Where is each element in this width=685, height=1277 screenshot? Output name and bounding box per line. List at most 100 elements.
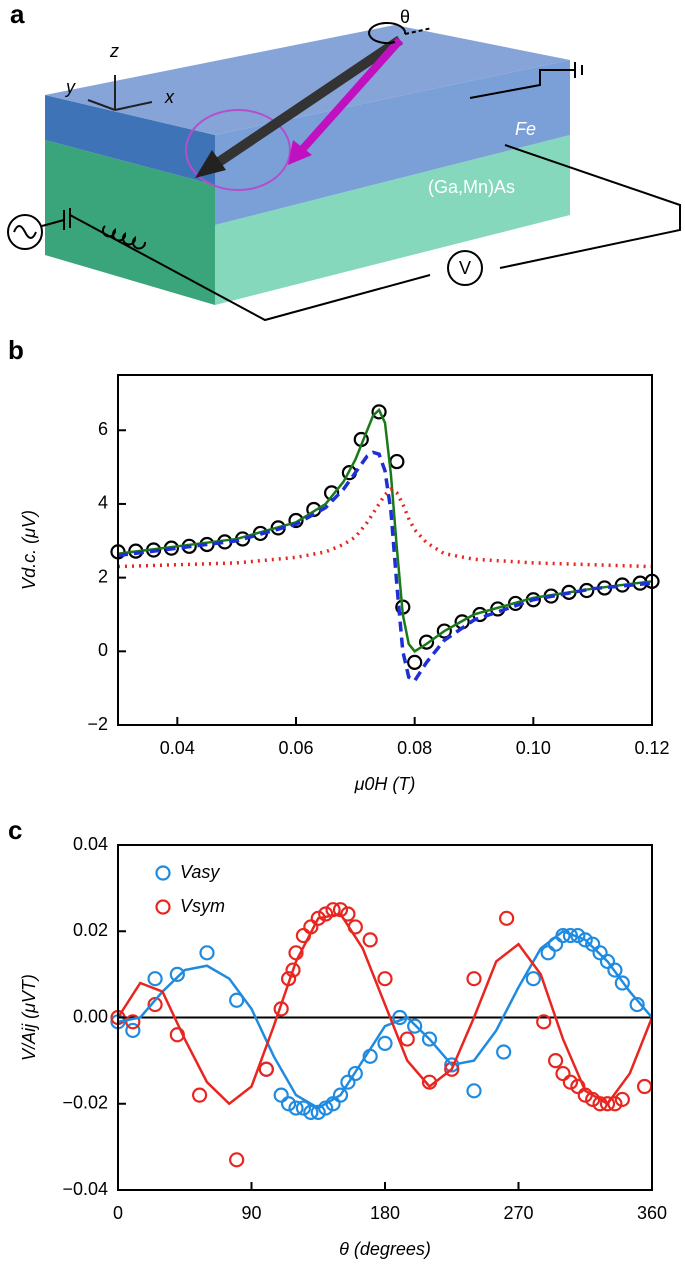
- wire: [41, 219, 65, 227]
- x-axis-label: θ (degrees): [339, 1239, 431, 1259]
- data-point: [536, 1014, 552, 1030]
- data-point: [125, 1022, 141, 1039]
- legend-marker: [155, 865, 171, 881]
- magnetization: [207, 35, 403, 173]
- x-tick-label: 90: [241, 1203, 261, 1223]
- ac-symbol: [13, 225, 37, 239]
- panel-label: c: [8, 815, 22, 845]
- arrow-head: [288, 140, 312, 165]
- data-point: [599, 1096, 616, 1112]
- data-point: [229, 992, 245, 1008]
- data-point: [310, 1104, 326, 1120]
- data-point: [592, 945, 608, 961]
- axis-label: x: [164, 87, 175, 107]
- left-face-fe: [45, 95, 215, 185]
- theta-arc: [368, 22, 407, 44]
- panel-label: a: [10, 0, 25, 29]
- data-point: [169, 966, 185, 982]
- axis-x: [114, 101, 153, 111]
- y-tick-label: −2: [87, 714, 108, 734]
- data-point: [340, 1074, 356, 1090]
- data-point: [466, 1083, 482, 1099]
- data-point: [273, 1087, 289, 1103]
- data-point: [577, 932, 593, 948]
- data-point: [377, 971, 393, 987]
- data-point: [389, 453, 405, 470]
- data-point: [499, 910, 515, 926]
- data-point: [466, 971, 482, 987]
- x-tick-label: 0.08: [397, 738, 432, 758]
- y-tick-label: −0.02: [62, 1093, 108, 1113]
- arrow-head: [195, 150, 226, 178]
- data-point: [280, 1096, 297, 1112]
- data-point: [585, 936, 601, 952]
- legend-label: Vsym: [180, 896, 225, 916]
- data-point: [525, 971, 541, 987]
- axis-label: z: [109, 41, 119, 61]
- data-point: [555, 1065, 571, 1082]
- data-line: [117, 487, 653, 569]
- wire: [69, 214, 431, 322]
- precession: [185, 109, 291, 191]
- data-point: [285, 962, 301, 978]
- front-face-fe: [215, 60, 570, 225]
- data-line: [116, 912, 654, 1106]
- plot-frame: [117, 374, 653, 726]
- data-point: [607, 962, 623, 978]
- data-point: [147, 971, 163, 987]
- data-point: [258, 1061, 274, 1077]
- data-point: [496, 1044, 512, 1060]
- y-axis-label: V/Aij (μVT): [19, 974, 39, 1061]
- y-tick-label: 0.02: [73, 920, 108, 940]
- data-point: [377, 1035, 393, 1051]
- voltmeter-label: V: [459, 258, 471, 278]
- data-point: [540, 945, 556, 961]
- panel-label: b: [8, 335, 24, 365]
- wire: [469, 69, 575, 99]
- data-point: [303, 1104, 319, 1120]
- legend-marker: [155, 899, 171, 915]
- y-axis-label: Vd.c. (μV): [19, 510, 39, 590]
- x-tick-label: 360: [637, 1203, 667, 1223]
- data-point: [199, 945, 215, 961]
- field-vector: [297, 37, 403, 155]
- data-point: [418, 634, 435, 650]
- x-tick-label: 0.06: [278, 738, 313, 758]
- data-point: [332, 1087, 349, 1103]
- data-point: [444, 1061, 460, 1077]
- data-point: [125, 1014, 141, 1030]
- data-point: [295, 1100, 312, 1116]
- x-tick-label: 0.12: [634, 738, 669, 758]
- wire: [499, 144, 681, 269]
- data-point: [371, 404, 387, 420]
- data-point: [347, 1065, 363, 1082]
- x-tick-label: 270: [503, 1203, 533, 1223]
- data-line: [117, 450, 653, 684]
- voltmeter: [447, 250, 483, 286]
- y-tick-label: 0.04: [73, 834, 108, 854]
- panel-a: a V θ z y x Fe (Ga,Mn)As: [7, 0, 681, 322]
- left-face-gamnas: [45, 140, 215, 305]
- x-tick-label: 0.10: [516, 738, 551, 758]
- data-point: [599, 953, 616, 970]
- x-tick-label: 0.04: [160, 738, 195, 758]
- data-point: [362, 932, 378, 948]
- data-point: [436, 623, 452, 639]
- data-point: [288, 512, 304, 529]
- coil: [102, 225, 146, 250]
- layer-label: (Ga,Mn)As: [428, 177, 515, 197]
- data-point: [629, 996, 645, 1013]
- y-tick-label: 2: [98, 566, 108, 586]
- layer-label: Fe: [515, 119, 536, 139]
- theta-label: θ: [400, 7, 410, 27]
- x-axis-label: μ0H (T): [354, 774, 416, 794]
- y-tick-label: 0.00: [73, 1006, 108, 1026]
- data-point: [147, 996, 163, 1013]
- axis-y: [87, 99, 116, 111]
- data-point: [318, 906, 334, 922]
- theta-ref: [404, 27, 433, 35]
- data-point: [229, 1152, 245, 1168]
- data-point: [562, 1074, 579, 1090]
